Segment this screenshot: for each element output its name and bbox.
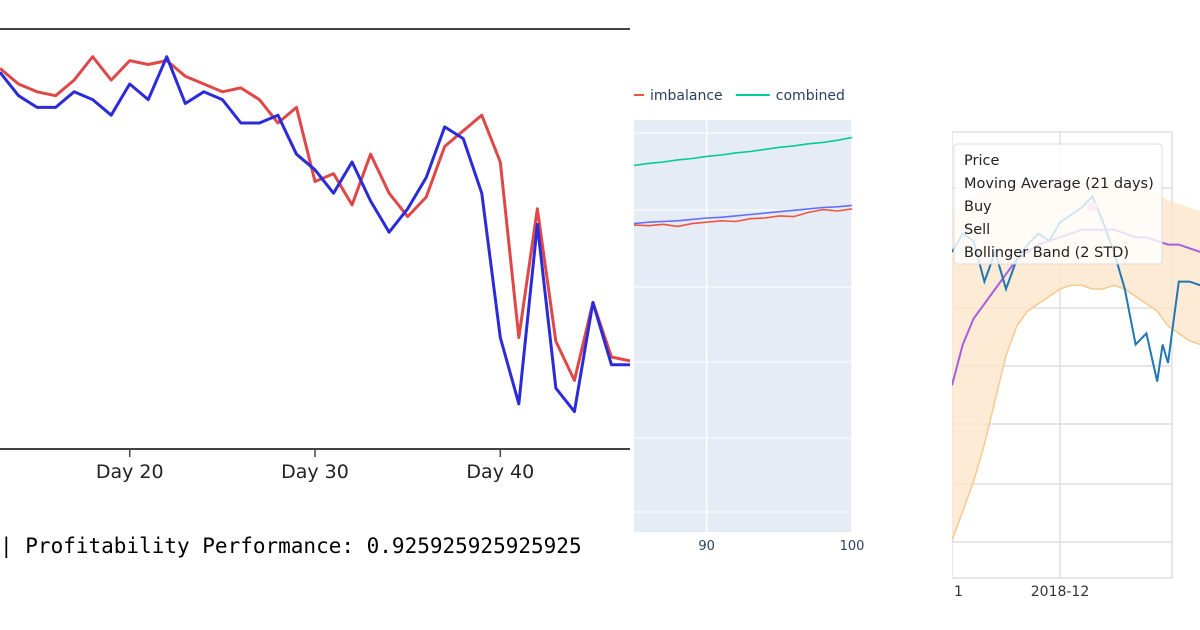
legend-box bbox=[953, 143, 1163, 265]
legend-label-moving: Moving Average (21 days) bbox=[964, 176, 1154, 192]
imbalance-combined-chart: 90 100 imbalance combined bbox=[630, 0, 880, 630]
x-tick-label: Day 40 bbox=[466, 461, 534, 483]
series-line-red bbox=[0, 55, 630, 382]
legend-label-combined: combined bbox=[776, 88, 845, 104]
legend-label-imbalance: imbalance bbox=[650, 88, 723, 104]
series-line-blue bbox=[0, 55, 630, 414]
series-line-imbalance bbox=[633, 208, 853, 228]
bollinger-price-chart-svg: Price Moving Average (21 days) Buy Sell Boll… bbox=[952, 131, 1200, 600]
x-tick-label: Day 30 bbox=[281, 461, 349, 483]
legend-label-sell: Sell bbox=[964, 222, 990, 238]
series-line-combined bbox=[633, 136, 853, 167]
x-tick-label: 100 bbox=[840, 539, 865, 554]
x-tick-label: 90 bbox=[698, 539, 715, 554]
plot-background bbox=[634, 120, 852, 532]
x-tick-label: Day 20 bbox=[96, 461, 164, 483]
x-tick-label: 2018-12 bbox=[1031, 584, 1090, 600]
bollinger-price-chart: Price Moving Average (21 days) Buy Sell Boll… bbox=[952, 128, 1200, 608]
profitability-performance-text: | Profitability Performance: 0.925925925… bbox=[0, 534, 582, 558]
bollinger-band-lower bbox=[952, 284, 1200, 541]
x-tick-label: 1 bbox=[954, 584, 963, 600]
day-line-chart: Day 20 Day 30 Day 40 bbox=[0, 28, 630, 483]
series-line-unnamed bbox=[633, 204, 853, 225]
legend-label-price: Price bbox=[964, 153, 999, 169]
legend-label-buy: Buy bbox=[964, 199, 992, 215]
legend-label-bollinger: Bollinger Band (2 STD) bbox=[964, 245, 1129, 261]
imbalance-combined-chart-svg: 90 100 imbalance combined bbox=[633, 88, 865, 554]
day-line-chart-svg: Day 20 Day 30 Day 40 bbox=[0, 28, 630, 483]
